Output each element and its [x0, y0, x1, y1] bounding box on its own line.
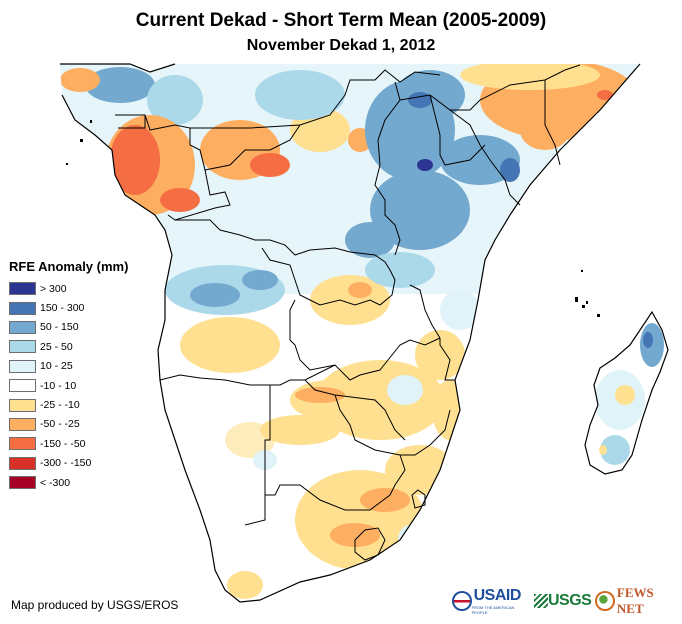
anomaly-region	[160, 188, 200, 212]
legend-label: < -300	[40, 476, 71, 489]
legend-swatch	[9, 379, 36, 393]
usaid-tagline: FROM THE AMERICAN PEOPLE	[471, 605, 515, 615]
legend-label: > 300	[40, 282, 67, 295]
anomaly-region	[365, 252, 435, 288]
anomaly-region	[408, 92, 432, 108]
legend-item: > 300	[9, 279, 128, 298]
legend-swatch	[9, 282, 36, 296]
legend-swatch	[9, 301, 36, 315]
legend-item: 10 - 25	[9, 357, 128, 376]
map-title: Current Dekad - Short Term Mean (2005-20…	[135, 10, 547, 31]
islands	[66, 120, 600, 317]
legend-item: -25 - -10	[9, 395, 128, 414]
anomaly-region	[500, 158, 520, 182]
anomaly-region	[417, 159, 433, 171]
legend-items: > 300 150 - 300 50 - 150 25 - 50 10 - 25 -10 …	[9, 279, 128, 492]
map-credit: Map produced by USGS/EROS	[11, 598, 179, 612]
usgs-wordmark: USGS	[547, 592, 592, 609]
anomaly-region	[360, 488, 410, 512]
legend-swatch	[9, 340, 36, 354]
legend-item: 50 - 150	[9, 318, 128, 337]
legend-swatch	[9, 437, 36, 451]
legend-label: -300 - -150	[40, 457, 92, 470]
partner-logos: USAID FROM THE AMERICAN PEOPLE USGS FEWS…	[452, 585, 682, 617]
anomaly-region	[190, 283, 240, 307]
map-subtitle: November Dekad 1, 2012	[246, 37, 436, 54]
coastline	[60, 63, 669, 603]
anomaly-region	[440, 290, 480, 330]
legend-item: -10 - 10	[9, 376, 128, 395]
legend: RFE Anomaly (mm) > 300 150 - 300 50 - 150 2…	[9, 259, 128, 492]
anomaly-region	[260, 415, 340, 445]
legend-label: 25 - 50	[40, 340, 73, 353]
globe-icon	[595, 591, 615, 611]
anomaly-region	[85, 67, 155, 103]
anomaly-region	[345, 222, 395, 258]
anomaly-region	[460, 64, 600, 90]
fews-net-logo: FEWS NET	[595, 585, 682, 617]
anomaly-region	[387, 375, 423, 405]
anomaly-region	[615, 385, 635, 405]
legend-label: 10 - 25	[40, 360, 73, 373]
anomaly-region	[330, 523, 380, 547]
anomaly-region	[398, 525, 422, 555]
usgs-logo: USGS	[533, 592, 592, 610]
anomaly-region	[370, 170, 470, 250]
anomaly-region	[440, 135, 520, 185]
legend-item: -150 - -50	[9, 434, 128, 453]
anomaly-region	[597, 90, 613, 100]
usaid-wordmark: USAID	[473, 587, 522, 604]
anomaly-region	[242, 270, 278, 290]
legend-swatch	[9, 359, 36, 373]
legend-swatch	[9, 476, 36, 490]
legend-swatch	[9, 398, 36, 412]
anomaly-region	[415, 330, 465, 380]
anomaly-region	[255, 70, 345, 120]
anomaly-field	[60, 64, 668, 599]
legend-label: 150 - 300	[40, 302, 85, 315]
usgs-mark-icon	[533, 594, 548, 608]
legend-item: 150 - 300	[9, 298, 128, 317]
country-borders	[115, 64, 581, 561]
anomaly-region	[227, 571, 263, 599]
legend-swatch	[9, 417, 36, 431]
anomaly-region	[600, 435, 630, 465]
anomaly-region	[110, 125, 160, 195]
legend-item: < -300	[9, 473, 128, 492]
legend-item: 25 - 50	[9, 337, 128, 356]
legend-swatch	[9, 456, 36, 470]
usaid-seal-icon	[452, 591, 472, 611]
anomaly-region	[295, 387, 345, 403]
anomaly-region	[385, 445, 455, 495]
anomaly-region	[640, 323, 664, 367]
anomaly-region	[180, 317, 280, 373]
legend-label: 50 - 150	[40, 321, 79, 334]
legend-label: -10 - 10	[40, 379, 77, 392]
legend-item: -50 - -25	[9, 415, 128, 434]
usaid-logo: USAID FROM THE AMERICAN PEOPLE	[452, 587, 530, 615]
fews-net-wordmark: FEWS NET	[616, 585, 654, 616]
legend-swatch	[9, 320, 36, 334]
anomaly-region	[348, 282, 372, 298]
legend-label: -50 - -25	[40, 418, 80, 431]
legend-label: -25 - -10	[40, 399, 80, 412]
anomaly-region	[225, 422, 275, 458]
legend-label: -150 - -50	[40, 437, 86, 450]
anomaly-region	[643, 332, 653, 348]
anomaly-region	[147, 75, 203, 125]
anomaly-region	[60, 68, 100, 92]
anomaly-region	[599, 445, 607, 455]
anomaly-region	[250, 153, 290, 177]
anomaly-region	[520, 110, 570, 150]
legend-title: RFE Anomaly (mm)	[9, 259, 129, 274]
legend-item: -300 - -150	[9, 454, 128, 473]
